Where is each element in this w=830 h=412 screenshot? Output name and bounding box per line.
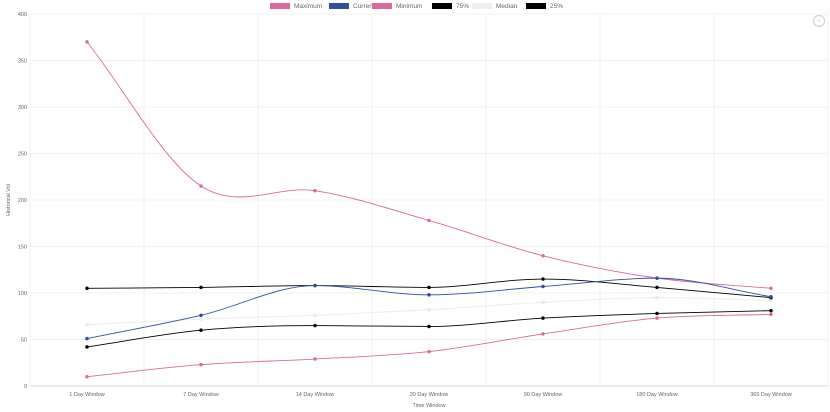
point-median bbox=[199, 317, 203, 321]
point-minimum bbox=[313, 357, 317, 361]
point-maximum bbox=[85, 40, 89, 44]
series-line-maximum bbox=[86, 41, 772, 289]
chart-legend: Maximum Current Minimum 75% Median 25% bbox=[0, 1, 830, 11]
point-current bbox=[427, 293, 431, 297]
legend-label: Minimum bbox=[396, 2, 423, 10]
point-25 bbox=[85, 345, 89, 349]
x-tick-label: 30 Day Window bbox=[410, 392, 449, 398]
legend-item-median[interactable]: Median bbox=[472, 1, 517, 11]
x-tick-label: 90 Day Window bbox=[524, 392, 563, 398]
chart-menu-icon[interactable]: ⌂ bbox=[813, 15, 825, 27]
legend-label: 75% bbox=[456, 2, 470, 10]
y-tick-label: 200 bbox=[18, 198, 27, 204]
y-tick-label: 50 bbox=[21, 338, 27, 344]
x-tick-label: 7 Day Window bbox=[183, 392, 218, 398]
legend-swatch bbox=[526, 3, 546, 9]
x-tick-label: 1 Day Window bbox=[69, 392, 104, 398]
point-minimum bbox=[541, 332, 545, 336]
point-75 bbox=[541, 277, 545, 281]
legend-swatch bbox=[270, 3, 290, 9]
point-current bbox=[655, 276, 659, 280]
point-75 bbox=[85, 286, 89, 291]
point-current bbox=[541, 284, 545, 289]
legend-item-maximum[interactable]: Maximum bbox=[270, 1, 322, 11]
point-maximum bbox=[199, 184, 203, 188]
point-median bbox=[655, 295, 659, 300]
legend-label: Median bbox=[496, 2, 518, 10]
point-current bbox=[769, 294, 773, 299]
point-maximum bbox=[541, 253, 545, 258]
point-minimum bbox=[199, 362, 203, 367]
point-25 bbox=[655, 311, 659, 316]
point-minimum bbox=[85, 374, 89, 379]
y-tick-label: 0 bbox=[24, 384, 27, 390]
legend-swatch bbox=[329, 3, 349, 9]
x-tick-label: 14 Day Window bbox=[296, 392, 335, 398]
point-current bbox=[85, 336, 89, 341]
series-line-25 bbox=[86, 310, 772, 348]
point-25 bbox=[541, 316, 545, 320]
point-maximum bbox=[769, 286, 773, 291]
legend-label: Current bbox=[353, 2, 375, 10]
point-minimum bbox=[769, 312, 773, 317]
point-current bbox=[199, 313, 203, 318]
point-current bbox=[313, 283, 317, 288]
legend-item-75[interactable]: 75% bbox=[432, 1, 469, 11]
point-25 bbox=[769, 308, 773, 313]
legend-item-25[interactable]: 25% bbox=[526, 1, 563, 11]
point-maximum bbox=[427, 218, 431, 223]
x-tick-label: 180 Day Window bbox=[636, 392, 678, 398]
y-tick-label: 150 bbox=[18, 245, 27, 251]
x-tick-label: 365 Day Window bbox=[750, 392, 792, 398]
point-minimum bbox=[427, 349, 431, 354]
point-median bbox=[85, 322, 89, 327]
y-tick-label: 100 bbox=[18, 291, 27, 297]
legend-item-current[interactable]: Current bbox=[329, 1, 375, 11]
point-75 bbox=[655, 285, 659, 290]
legend-swatch bbox=[432, 3, 452, 9]
point-25 bbox=[427, 324, 431, 329]
y-tick-label: 300 bbox=[18, 105, 27, 111]
point-25 bbox=[199, 328, 203, 333]
legend-swatch bbox=[472, 3, 492, 9]
legend-item-minimum[interactable]: Minimum bbox=[372, 1, 422, 11]
y-tick-label: 350 bbox=[18, 59, 27, 65]
point-median bbox=[313, 313, 317, 318]
x-axis-title: Time Window bbox=[412, 403, 445, 409]
point-75 bbox=[199, 285, 203, 290]
y-axis-title: Historical Vol bbox=[6, 184, 12, 216]
point-75 bbox=[427, 285, 431, 290]
point-median bbox=[427, 307, 431, 312]
y-tick-label: 250 bbox=[18, 152, 27, 158]
legend-label: Maximum bbox=[294, 2, 323, 10]
point-minimum bbox=[655, 316, 659, 320]
y-tick-label: 400 bbox=[18, 12, 27, 18]
legend-label: 25% bbox=[550, 2, 564, 10]
point-median bbox=[541, 300, 545, 305]
point-25 bbox=[313, 323, 317, 328]
point-maximum bbox=[313, 188, 317, 193]
legend-swatch bbox=[372, 3, 392, 9]
series-line-minimum bbox=[86, 313, 772, 378]
